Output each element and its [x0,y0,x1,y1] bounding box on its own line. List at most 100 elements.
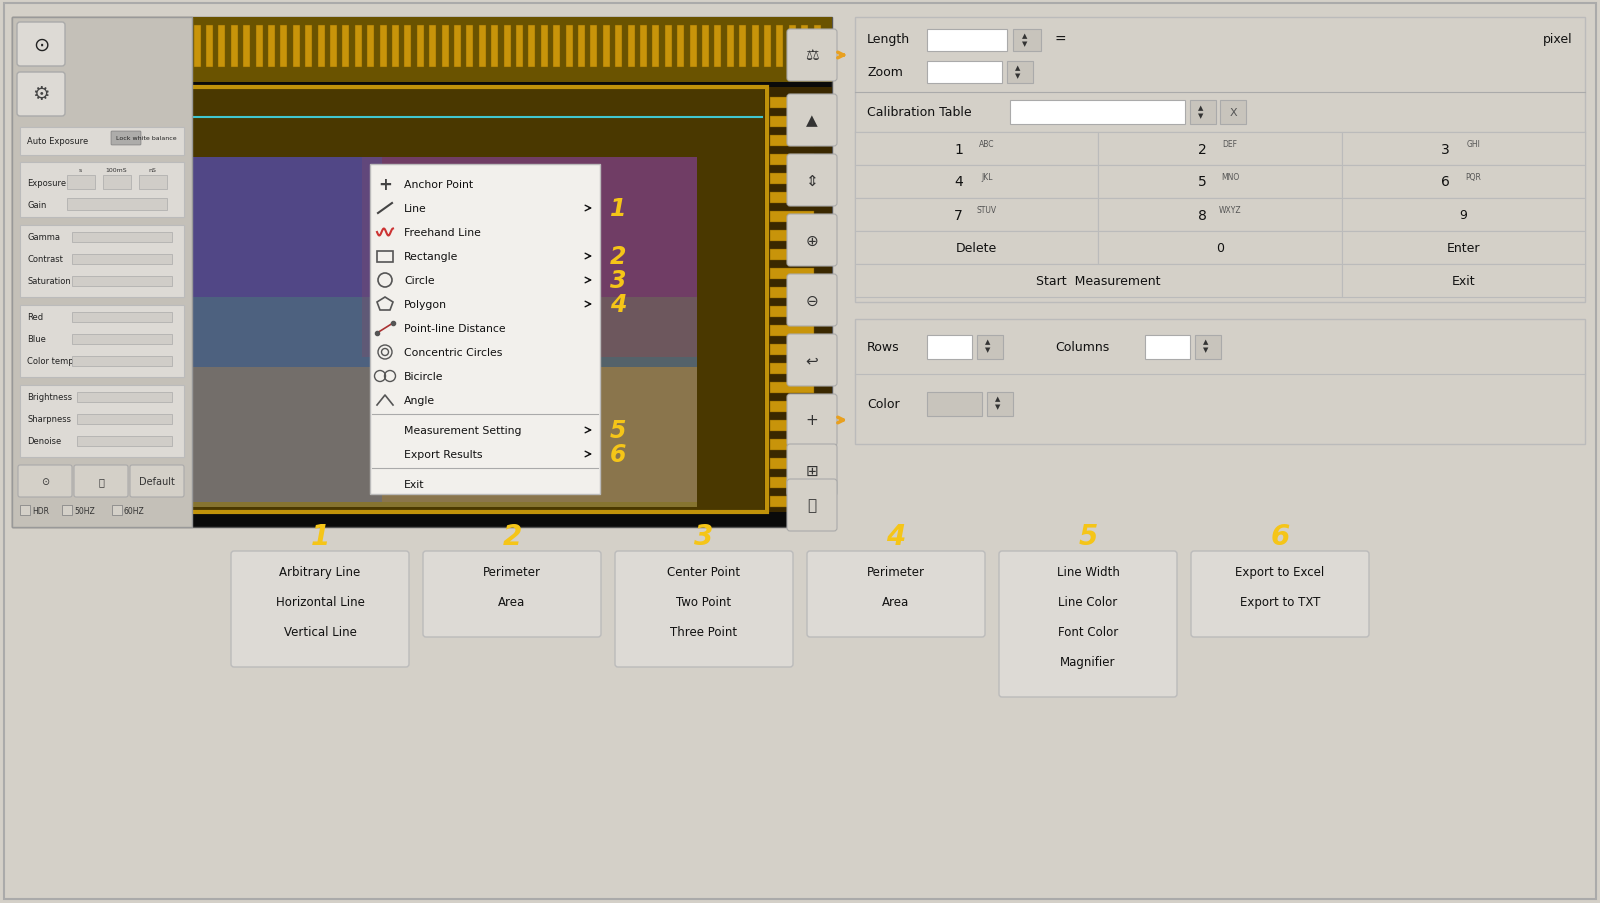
FancyBboxPatch shape [181,26,189,68]
FancyBboxPatch shape [770,421,814,432]
FancyBboxPatch shape [926,30,1006,52]
Text: s: s [78,167,82,172]
FancyBboxPatch shape [578,26,586,68]
Text: STUV: STUV [976,206,997,215]
FancyBboxPatch shape [491,26,498,68]
FancyBboxPatch shape [770,173,814,185]
Text: 🖼: 🖼 [808,498,816,513]
FancyBboxPatch shape [702,26,709,68]
FancyBboxPatch shape [752,26,758,68]
FancyBboxPatch shape [653,26,659,68]
FancyBboxPatch shape [62,506,72,516]
Text: GHI: GHI [1466,140,1480,149]
Text: 100mS: 100mS [106,167,126,172]
FancyBboxPatch shape [32,26,40,68]
FancyBboxPatch shape [770,345,814,356]
FancyBboxPatch shape [515,26,523,68]
Text: Line Color: Line Color [1058,596,1118,609]
FancyBboxPatch shape [74,465,128,498]
FancyBboxPatch shape [130,465,184,498]
FancyBboxPatch shape [1006,62,1034,84]
FancyBboxPatch shape [802,26,808,68]
FancyBboxPatch shape [1342,265,1586,298]
FancyBboxPatch shape [978,336,1003,359]
Text: WXYZ: WXYZ [1219,206,1242,215]
Text: 7: 7 [954,209,963,222]
FancyBboxPatch shape [405,26,411,68]
FancyBboxPatch shape [787,395,837,446]
Text: ⊙: ⊙ [42,477,50,487]
FancyBboxPatch shape [627,26,635,68]
FancyBboxPatch shape [67,433,98,442]
Text: 8: 8 [1197,209,1206,222]
FancyBboxPatch shape [94,26,101,68]
FancyBboxPatch shape [19,305,184,377]
FancyBboxPatch shape [218,26,226,68]
FancyBboxPatch shape [854,18,1586,303]
FancyBboxPatch shape [18,465,72,498]
FancyBboxPatch shape [182,368,698,507]
FancyBboxPatch shape [416,26,424,68]
FancyBboxPatch shape [554,26,560,68]
FancyBboxPatch shape [1342,166,1586,199]
FancyBboxPatch shape [770,250,814,261]
Text: Rows: Rows [867,341,899,354]
Text: 2: 2 [502,523,522,551]
FancyBboxPatch shape [770,116,814,128]
Text: 2: 2 [1198,143,1206,156]
FancyBboxPatch shape [1098,133,1342,166]
FancyBboxPatch shape [67,477,98,486]
Text: Perimeter: Perimeter [867,566,925,579]
FancyBboxPatch shape [182,298,698,507]
Text: ⚙: ⚙ [32,86,50,105]
FancyBboxPatch shape [422,552,602,638]
FancyBboxPatch shape [230,552,410,667]
Text: ▼: ▼ [1198,113,1203,119]
FancyBboxPatch shape [854,166,1098,199]
FancyBboxPatch shape [787,95,837,147]
FancyBboxPatch shape [770,307,814,318]
Text: ⊙: ⊙ [34,35,50,54]
FancyBboxPatch shape [13,18,832,83]
FancyBboxPatch shape [787,335,837,386]
Text: 2: 2 [610,245,626,269]
Text: Default: Default [139,477,174,487]
FancyBboxPatch shape [13,18,192,527]
Text: 1: 1 [310,523,330,551]
FancyBboxPatch shape [770,459,814,470]
Text: 5: 5 [1078,523,1098,551]
FancyBboxPatch shape [67,176,94,190]
FancyBboxPatch shape [306,26,312,68]
FancyBboxPatch shape [854,232,1098,265]
FancyBboxPatch shape [770,402,814,413]
FancyBboxPatch shape [112,506,122,516]
Text: Magnifier: Magnifier [1061,656,1115,669]
FancyBboxPatch shape [770,440,814,451]
FancyBboxPatch shape [677,26,685,68]
FancyBboxPatch shape [770,497,814,507]
FancyBboxPatch shape [342,26,349,68]
FancyBboxPatch shape [72,312,173,322]
FancyBboxPatch shape [787,215,837,266]
Text: Enter: Enter [1446,242,1480,255]
Text: Center Point: Center Point [667,566,741,579]
FancyBboxPatch shape [72,335,173,345]
Text: Gamma: Gamma [27,233,61,242]
FancyBboxPatch shape [82,26,90,68]
Text: Calibration Table: Calibration Table [867,107,971,119]
FancyBboxPatch shape [280,26,288,68]
FancyBboxPatch shape [170,26,176,68]
FancyBboxPatch shape [765,26,771,68]
FancyBboxPatch shape [770,364,814,375]
Text: Vertical Line: Vertical Line [283,626,357,638]
Text: Anchor Point: Anchor Point [403,180,474,190]
Text: Exit: Exit [403,479,424,489]
FancyBboxPatch shape [139,176,166,190]
FancyBboxPatch shape [70,26,77,68]
FancyBboxPatch shape [1221,101,1246,125]
Text: Red: Red [27,313,43,322]
Text: ABC: ABC [979,140,995,149]
Text: JKL: JKL [981,172,992,182]
FancyBboxPatch shape [72,255,173,265]
Text: nS: nS [149,167,155,172]
